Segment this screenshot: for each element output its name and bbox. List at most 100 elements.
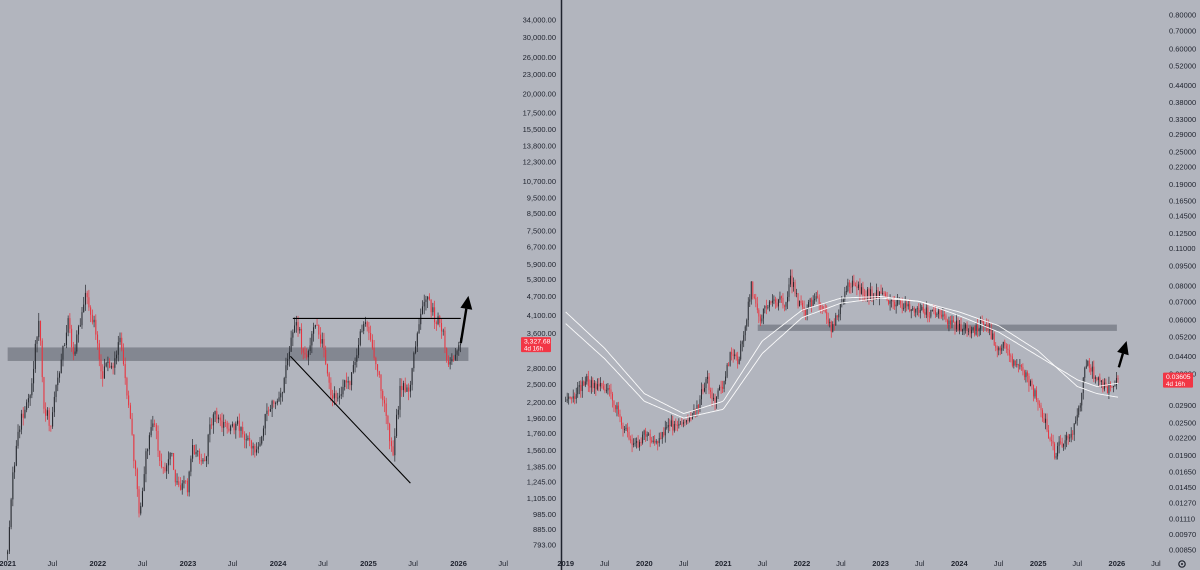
left-candle (387, 414, 389, 431)
left-candle (313, 322, 315, 342)
left-candle-body (273, 401, 275, 404)
left-candle-body (33, 368, 35, 384)
left-chart-panel[interactable]: 34,000.00 30,000.00 26,000.00 23,000.00 20,0… (0, 16, 556, 568)
left-candle-body (14, 465, 16, 473)
right-candle-body (675, 424, 677, 426)
right-candle (593, 380, 595, 394)
right-candle-body (599, 383, 601, 387)
left-candle-body (20, 413, 23, 430)
right-candle (720, 380, 722, 394)
right-y-tick-label: 0.07000 (1169, 297, 1196, 306)
right-x-tick-label: Jul (679, 559, 689, 568)
right-candle-body (607, 387, 609, 391)
left-candle-body (347, 381, 349, 383)
right-candle-body (605, 390, 607, 392)
right-candle (913, 306, 915, 317)
right-y-tick-label: 0.01900 (1169, 451, 1196, 460)
left-candle (435, 320, 437, 331)
right-candle (636, 437, 638, 449)
left-candle (105, 361, 107, 368)
left-candle-body (390, 441, 392, 447)
left-price-countdown: 4d 16h (524, 346, 543, 353)
left-candle-body (342, 387, 344, 395)
right-candle-body (817, 296, 819, 298)
right-candle-body (596, 384, 598, 390)
left-candle (223, 414, 225, 437)
right-candle-body (679, 423, 681, 425)
left-candle-body (300, 328, 303, 349)
right-candle (981, 315, 983, 324)
right-candle-body (904, 302, 906, 308)
right-candle (1019, 359, 1021, 370)
left-x-tick-label: 2023 (180, 559, 197, 568)
right-candle (652, 436, 654, 444)
left-candle (404, 377, 406, 393)
left-candle-body (333, 393, 335, 399)
left-candle (335, 390, 337, 405)
left-candle (77, 324, 80, 343)
right-candle-body (833, 324, 835, 326)
left-candle-body (209, 424, 211, 435)
right-candle-body (681, 423, 683, 425)
right-candle-body (832, 324, 834, 332)
settings-gear-icon[interactable] (1178, 560, 1186, 568)
right-candle-body (799, 300, 801, 307)
right-chart-panel[interactable]: 0.80000 0.70000 0.60000 0.52000 0.44000 0.380… (557, 11, 1196, 568)
right-x-tick-label: 2019 (557, 559, 574, 568)
left-candle-body (321, 339, 323, 344)
left-candle-body (316, 325, 318, 326)
left-candle (240, 426, 242, 438)
right-candle (842, 298, 844, 305)
right-candle (773, 295, 775, 305)
left-y-tick-label: 4,100.00 (527, 311, 556, 320)
right-candle (682, 419, 684, 428)
right-candle-body (892, 299, 894, 303)
right-candle-body (1109, 383, 1111, 387)
right-candle (590, 376, 592, 394)
left-candle (290, 330, 292, 352)
right-candle-body (919, 310, 921, 313)
right-candle (791, 269, 793, 294)
left-candle (354, 357, 356, 373)
right-candle (934, 305, 936, 318)
right-candle-body (637, 441, 639, 448)
left-candle (186, 478, 188, 497)
right-candle (797, 292, 799, 309)
right-candle (664, 420, 666, 443)
left-candle (131, 413, 133, 436)
right-candle (663, 427, 665, 438)
left-candle (159, 450, 161, 467)
right-candle-body (602, 386, 604, 389)
right-candle-body (575, 394, 577, 399)
right-candle (637, 435, 639, 449)
left-candle-body (162, 467, 164, 468)
right-candle (782, 293, 784, 309)
right-candle (862, 281, 864, 302)
left-candle-body (261, 436, 263, 444)
right-x-tick-label: Jul (600, 559, 610, 568)
left-candle (356, 348, 358, 368)
right-candle (666, 421, 668, 430)
right-candle (1046, 413, 1048, 433)
right-candle (1010, 353, 1012, 363)
right-y-tick-label: 0.08000 (1169, 282, 1196, 291)
right-candle (654, 435, 656, 446)
right-candle-body (910, 309, 912, 312)
left-candle (416, 331, 418, 353)
right-candle-body (618, 405, 619, 415)
left-candle (95, 314, 97, 340)
right-x-tick-label: Jul (836, 559, 846, 568)
left-candle-body (425, 299, 427, 302)
left-y-tick-label: 1,245.00 (527, 477, 556, 486)
right-candle (1112, 385, 1114, 393)
right-candle (1103, 378, 1105, 392)
left-candle (145, 448, 147, 483)
right-candle-body (1081, 393, 1083, 406)
left-candle-body (297, 322, 299, 331)
left-candle-body (98, 343, 100, 360)
left-candle (325, 345, 327, 366)
left-candle-body (413, 352, 415, 369)
left-candle-body (91, 314, 93, 323)
right-candle (962, 328, 964, 336)
left-candle-body (46, 410, 48, 416)
